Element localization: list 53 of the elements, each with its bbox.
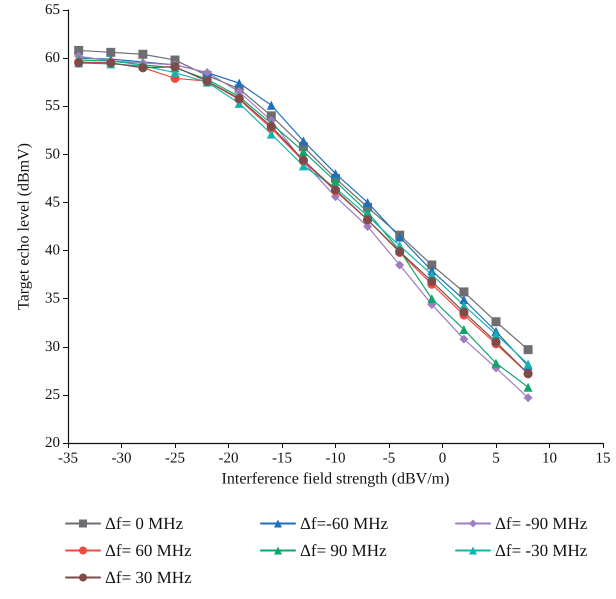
x-tick-label: -30 [112, 450, 132, 466]
legend-label: Δf= 30 MHz [105, 568, 192, 587]
y-tick-label: 60 [45, 50, 60, 66]
point [459, 308, 468, 317]
point [298, 136, 308, 146]
legend-label: Δf= 60 MHz [105, 541, 192, 560]
point [524, 345, 533, 354]
legend-label: Δf= -30 MHz [495, 541, 588, 560]
y-tick-label: 25 [45, 386, 60, 403]
point [427, 276, 436, 286]
x-tick-label: 0 [438, 450, 446, 466]
y-tick-label: 45 [45, 194, 60, 210]
point [363, 198, 372, 207]
point [331, 176, 340, 186]
y-tick-label: 30 [45, 338, 60, 355]
y-tick-label: 40 [45, 242, 60, 259]
legend-label: Δf= -90 MHz [495, 514, 588, 533]
point [459, 334, 468, 344]
point [459, 324, 468, 334]
legend-label: Δf= 90 MHz [300, 541, 388, 560]
y-axis-title: Target echo level (dBmV) [16, 143, 32, 310]
x-axis-title: Interference field strength (dBV/m) [222, 470, 450, 488]
point [427, 294, 436, 304]
x-tick-label: 5 [492, 450, 500, 466]
point [138, 50, 148, 59]
legend-label: Δf=-60 MHz [300, 514, 388, 533]
x-tick-label: -25 [165, 450, 185, 466]
point [427, 260, 436, 270]
x-tick-label: 10 [542, 450, 557, 466]
x-tick-label: 15 [596, 450, 610, 466]
point [459, 287, 468, 296]
point [524, 393, 533, 402]
x-tick-label: -5 [382, 450, 396, 466]
x-tick-label: -35 [58, 450, 78, 466]
y-tick-label: 65 [45, 2, 60, 18]
point [106, 48, 116, 57]
x-tick-label: -20 [218, 450, 238, 466]
point [331, 169, 340, 178]
point [266, 130, 276, 139]
y-tick-label: 35 [45, 290, 60, 307]
x-tick-label: -15 [272, 450, 292, 466]
point [395, 260, 404, 270]
point [234, 78, 244, 88]
x-tick-label: -10 [326, 450, 346, 466]
point [266, 100, 276, 110]
y-tick-label: 20 [45, 435, 60, 451]
y-tick-label: 55 [45, 98, 60, 114]
legend-label: Δf= 0 MHz [105, 514, 184, 533]
point [524, 382, 533, 392]
y-tick-label: 50 [45, 146, 60, 162]
point [492, 317, 500, 326]
point [298, 146, 308, 156]
point [492, 358, 500, 368]
